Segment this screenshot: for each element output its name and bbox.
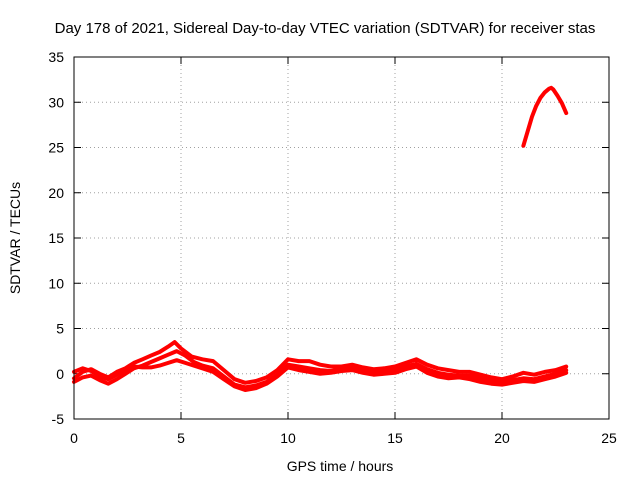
series-line-trace-d — [521, 85, 569, 148]
x-tick-label: 0 — [70, 430, 78, 446]
y-tick-label: 35 — [48, 49, 64, 65]
x-tick-label: 15 — [387, 430, 403, 446]
y-tick-label: 0 — [56, 366, 64, 382]
y-tick-label: 5 — [56, 321, 64, 337]
chart-title: Day 178 of 2021, Sidereal Day-to-day VTE… — [55, 20, 596, 37]
series-line-trace-a — [72, 340, 569, 385]
plot-series — [72, 85, 569, 392]
y-tick-label: 20 — [48, 185, 64, 201]
axis-ticks: 0 5 10 15 20 25 -5 0 5 10 15 20 25 30 35 — [48, 49, 617, 446]
x-axis-title: GPS time / hours — [287, 458, 394, 474]
y-tick-label: 15 — [48, 230, 64, 246]
plot-frame — [73, 56, 610, 420]
series-line-trace-c — [72, 358, 569, 392]
y-tick-label: 30 — [48, 94, 64, 110]
x-tick-label: 5 — [177, 430, 185, 446]
x-tick-label: 25 — [601, 430, 617, 446]
y-tick-label: -5 — [52, 411, 65, 427]
y-tick-label: 10 — [48, 275, 64, 291]
series-line-trace-b — [72, 349, 569, 390]
gridlines — [74, 57, 609, 419]
y-axis-title: SDTVAR / TECUs — [7, 182, 23, 294]
x-tick-label: 10 — [280, 430, 296, 446]
y-tick-label: 25 — [48, 140, 64, 156]
x-tick-label: 20 — [494, 430, 510, 446]
